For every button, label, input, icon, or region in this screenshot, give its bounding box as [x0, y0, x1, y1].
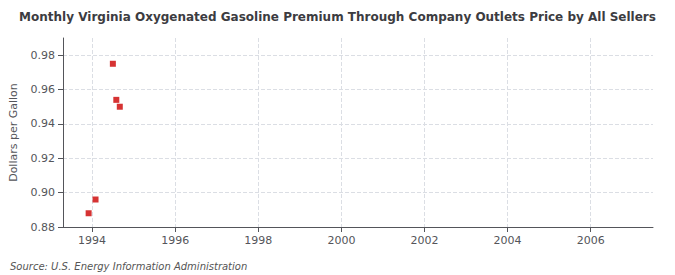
svg-text:Monthly Virginia Oxygenated Ga: Monthly Virginia Oxygenated Gasoline Pre… — [19, 10, 656, 24]
svg-text:2002: 2002 — [410, 234, 438, 247]
svg-text:Dollars per Gallon: Dollars per Gallon — [7, 83, 20, 182]
svg-text:0.94: 0.94 — [31, 117, 56, 130]
svg-text:0.96: 0.96 — [31, 83, 56, 96]
svg-text:2006: 2006 — [577, 234, 605, 247]
svg-text:2000: 2000 — [327, 234, 355, 247]
svg-text:0.90: 0.90 — [31, 186, 56, 199]
svg-text:0.88: 0.88 — [31, 221, 56, 234]
svg-text:0.92: 0.92 — [31, 152, 56, 165]
svg-text:1998: 1998 — [244, 234, 272, 247]
svg-text:1994: 1994 — [78, 234, 106, 247]
svg-text:2004: 2004 — [494, 234, 522, 247]
svg-text:Source: U.S. Energy Informatio: Source: U.S. Energy Information Administ… — [10, 261, 247, 272]
svg-text:1996: 1996 — [161, 234, 189, 247]
svg-text:0.98: 0.98 — [31, 49, 56, 62]
